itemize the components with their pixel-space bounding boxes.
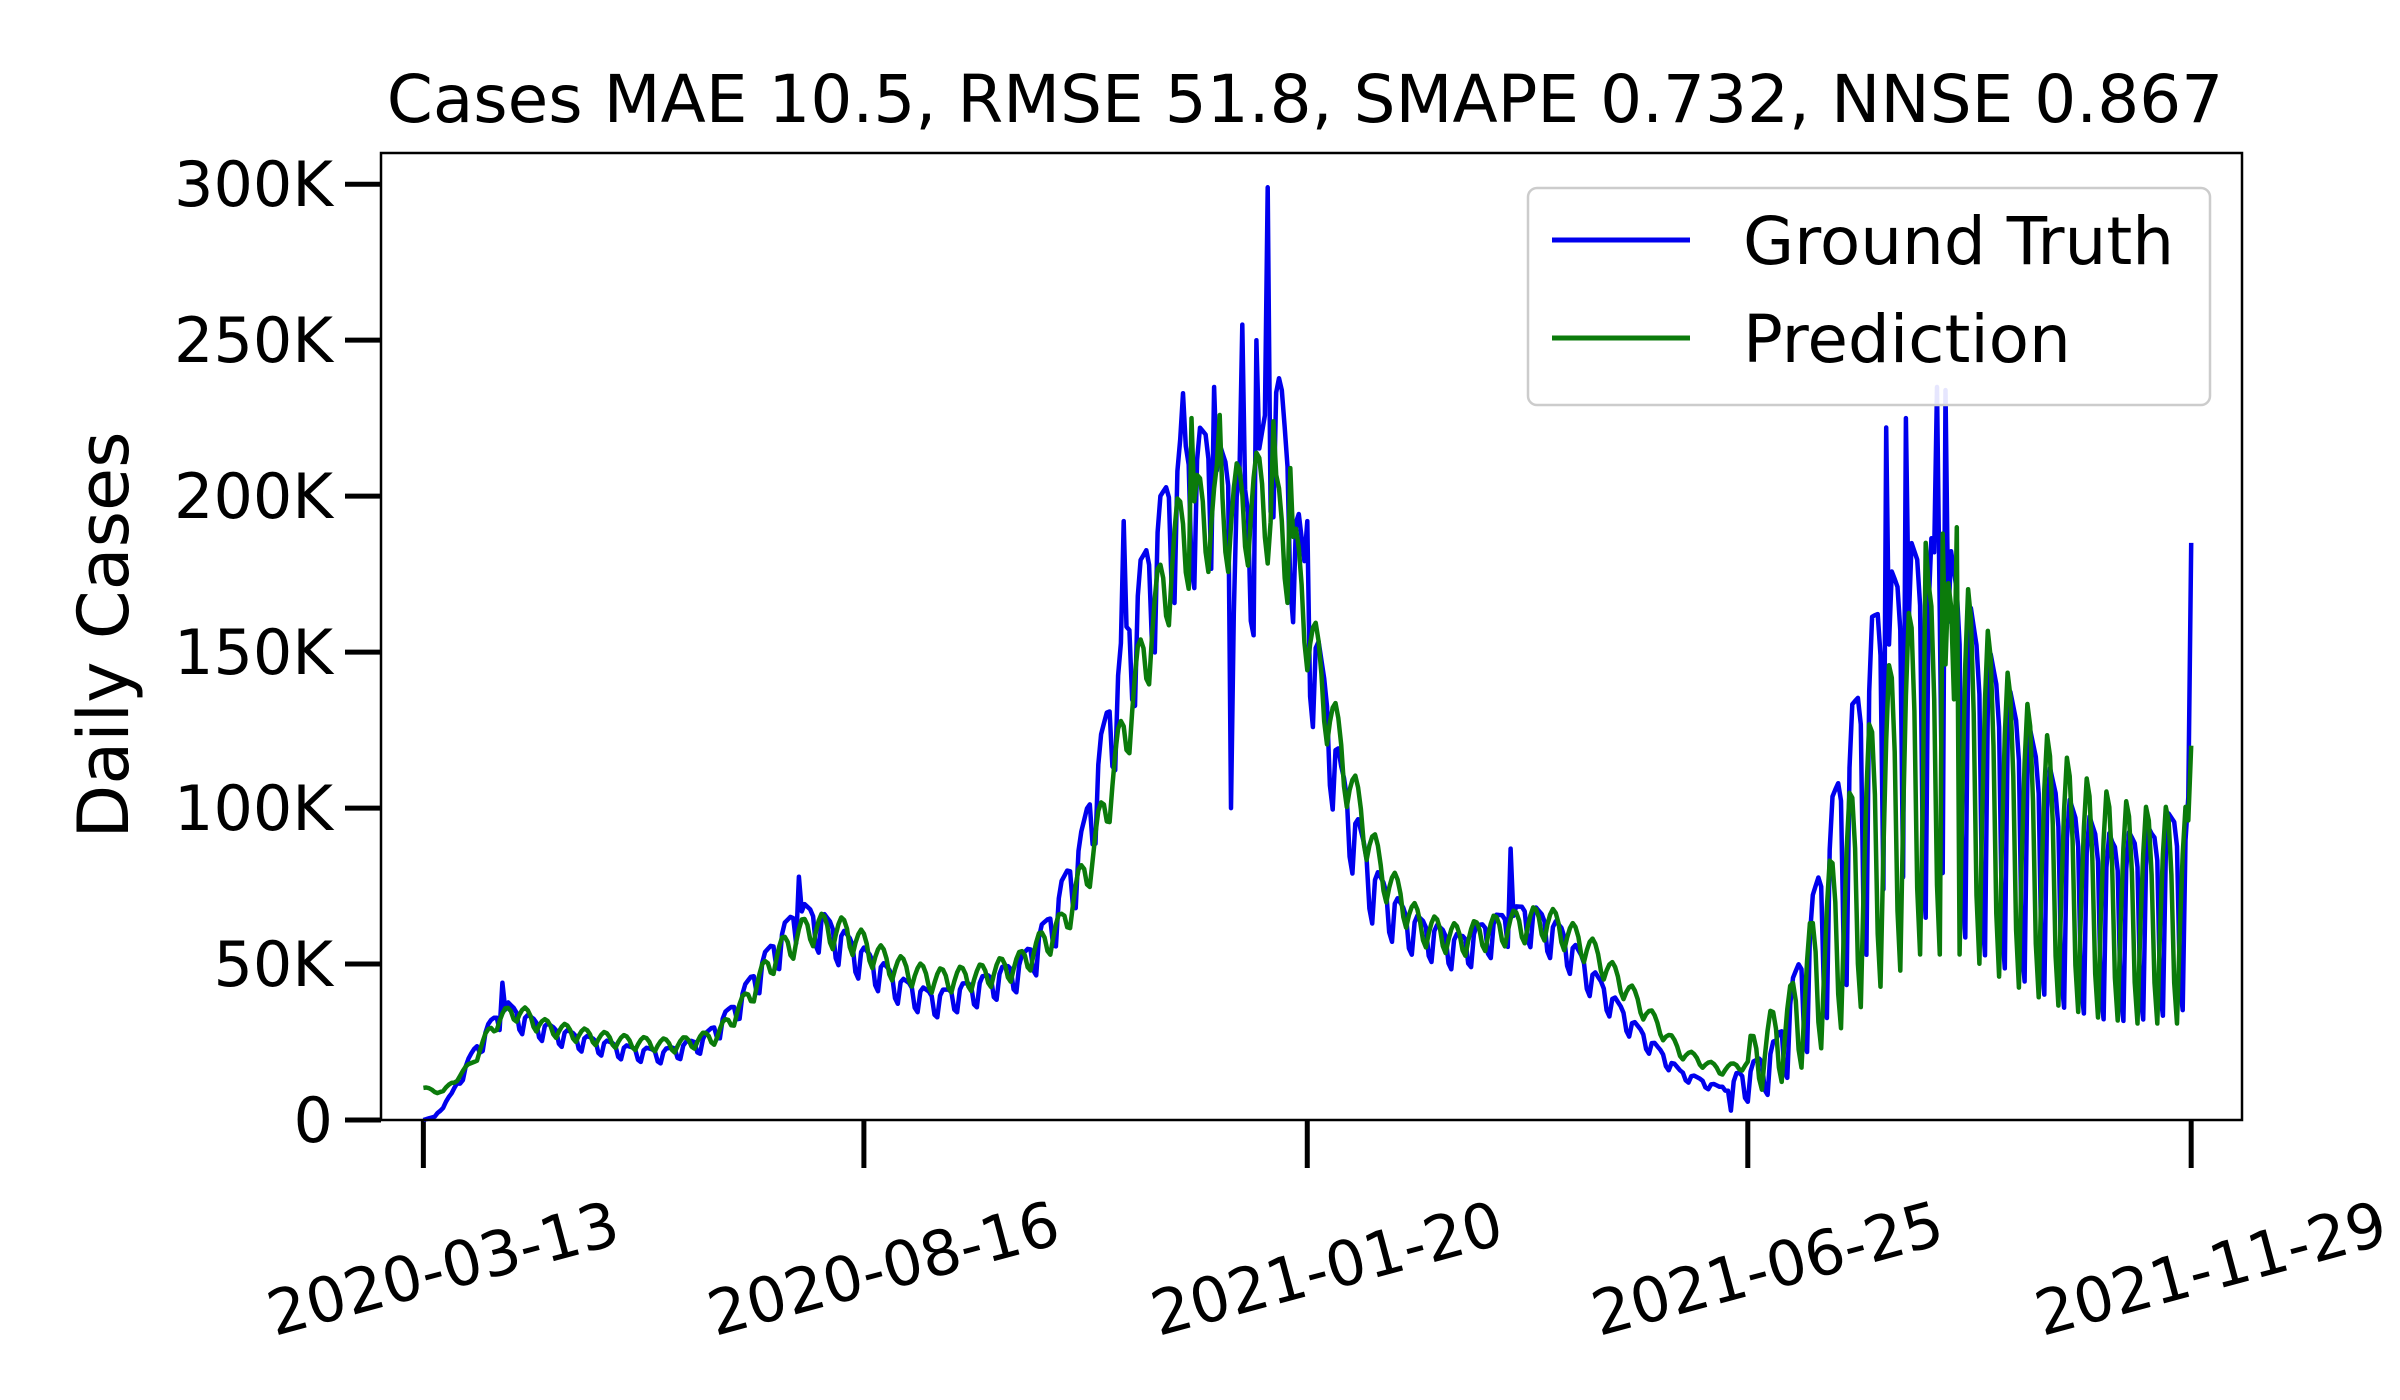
legend-box [1526, 186, 2212, 407]
chart-title: Cases MAE 10.5, RMSE 51.8, SMAPE 0.732, … [387, 61, 2224, 138]
legend-label-ground-truth: Ground Truth [1743, 203, 2174, 280]
y-tick-label: 250K [174, 304, 334, 377]
legend-label-prediction: Prediction [1743, 301, 2071, 378]
x-tick-label: 2020-03-13 [259, 1187, 626, 1351]
x-tick-label: 2021-11-29 [2027, 1187, 2394, 1351]
legend: Ground Truth Prediction [1526, 186, 2212, 407]
y-tick-label: 200K [174, 460, 334, 533]
y-axis: 0 50K 100K 150K 200K 250K 300K [174, 148, 381, 1157]
series-line-prediction [423, 412, 2194, 1096]
plot-frame [379, 151, 2244, 1122]
plot-lines [422, 185, 2194, 1123]
x-tick-label: 2021-06-25 [1584, 1187, 1951, 1351]
y-tick-label: 50K [213, 928, 334, 1001]
y-tick-label: 0 [294, 1084, 333, 1157]
y-axis-label: Daily Cases [63, 431, 145, 838]
x-tick-label: 2020-08-16 [700, 1187, 1067, 1351]
y-tick-label: 100K [174, 772, 334, 845]
x-tick-label: 2021-01-20 [1143, 1187, 1510, 1351]
y-tick-label: 300K [174, 148, 334, 221]
y-tick-label: 150K [174, 616, 334, 689]
x-axis: 2020-03-13 2020-08-16 2021-01-20 2021-06-25… [259, 1120, 2394, 1350]
